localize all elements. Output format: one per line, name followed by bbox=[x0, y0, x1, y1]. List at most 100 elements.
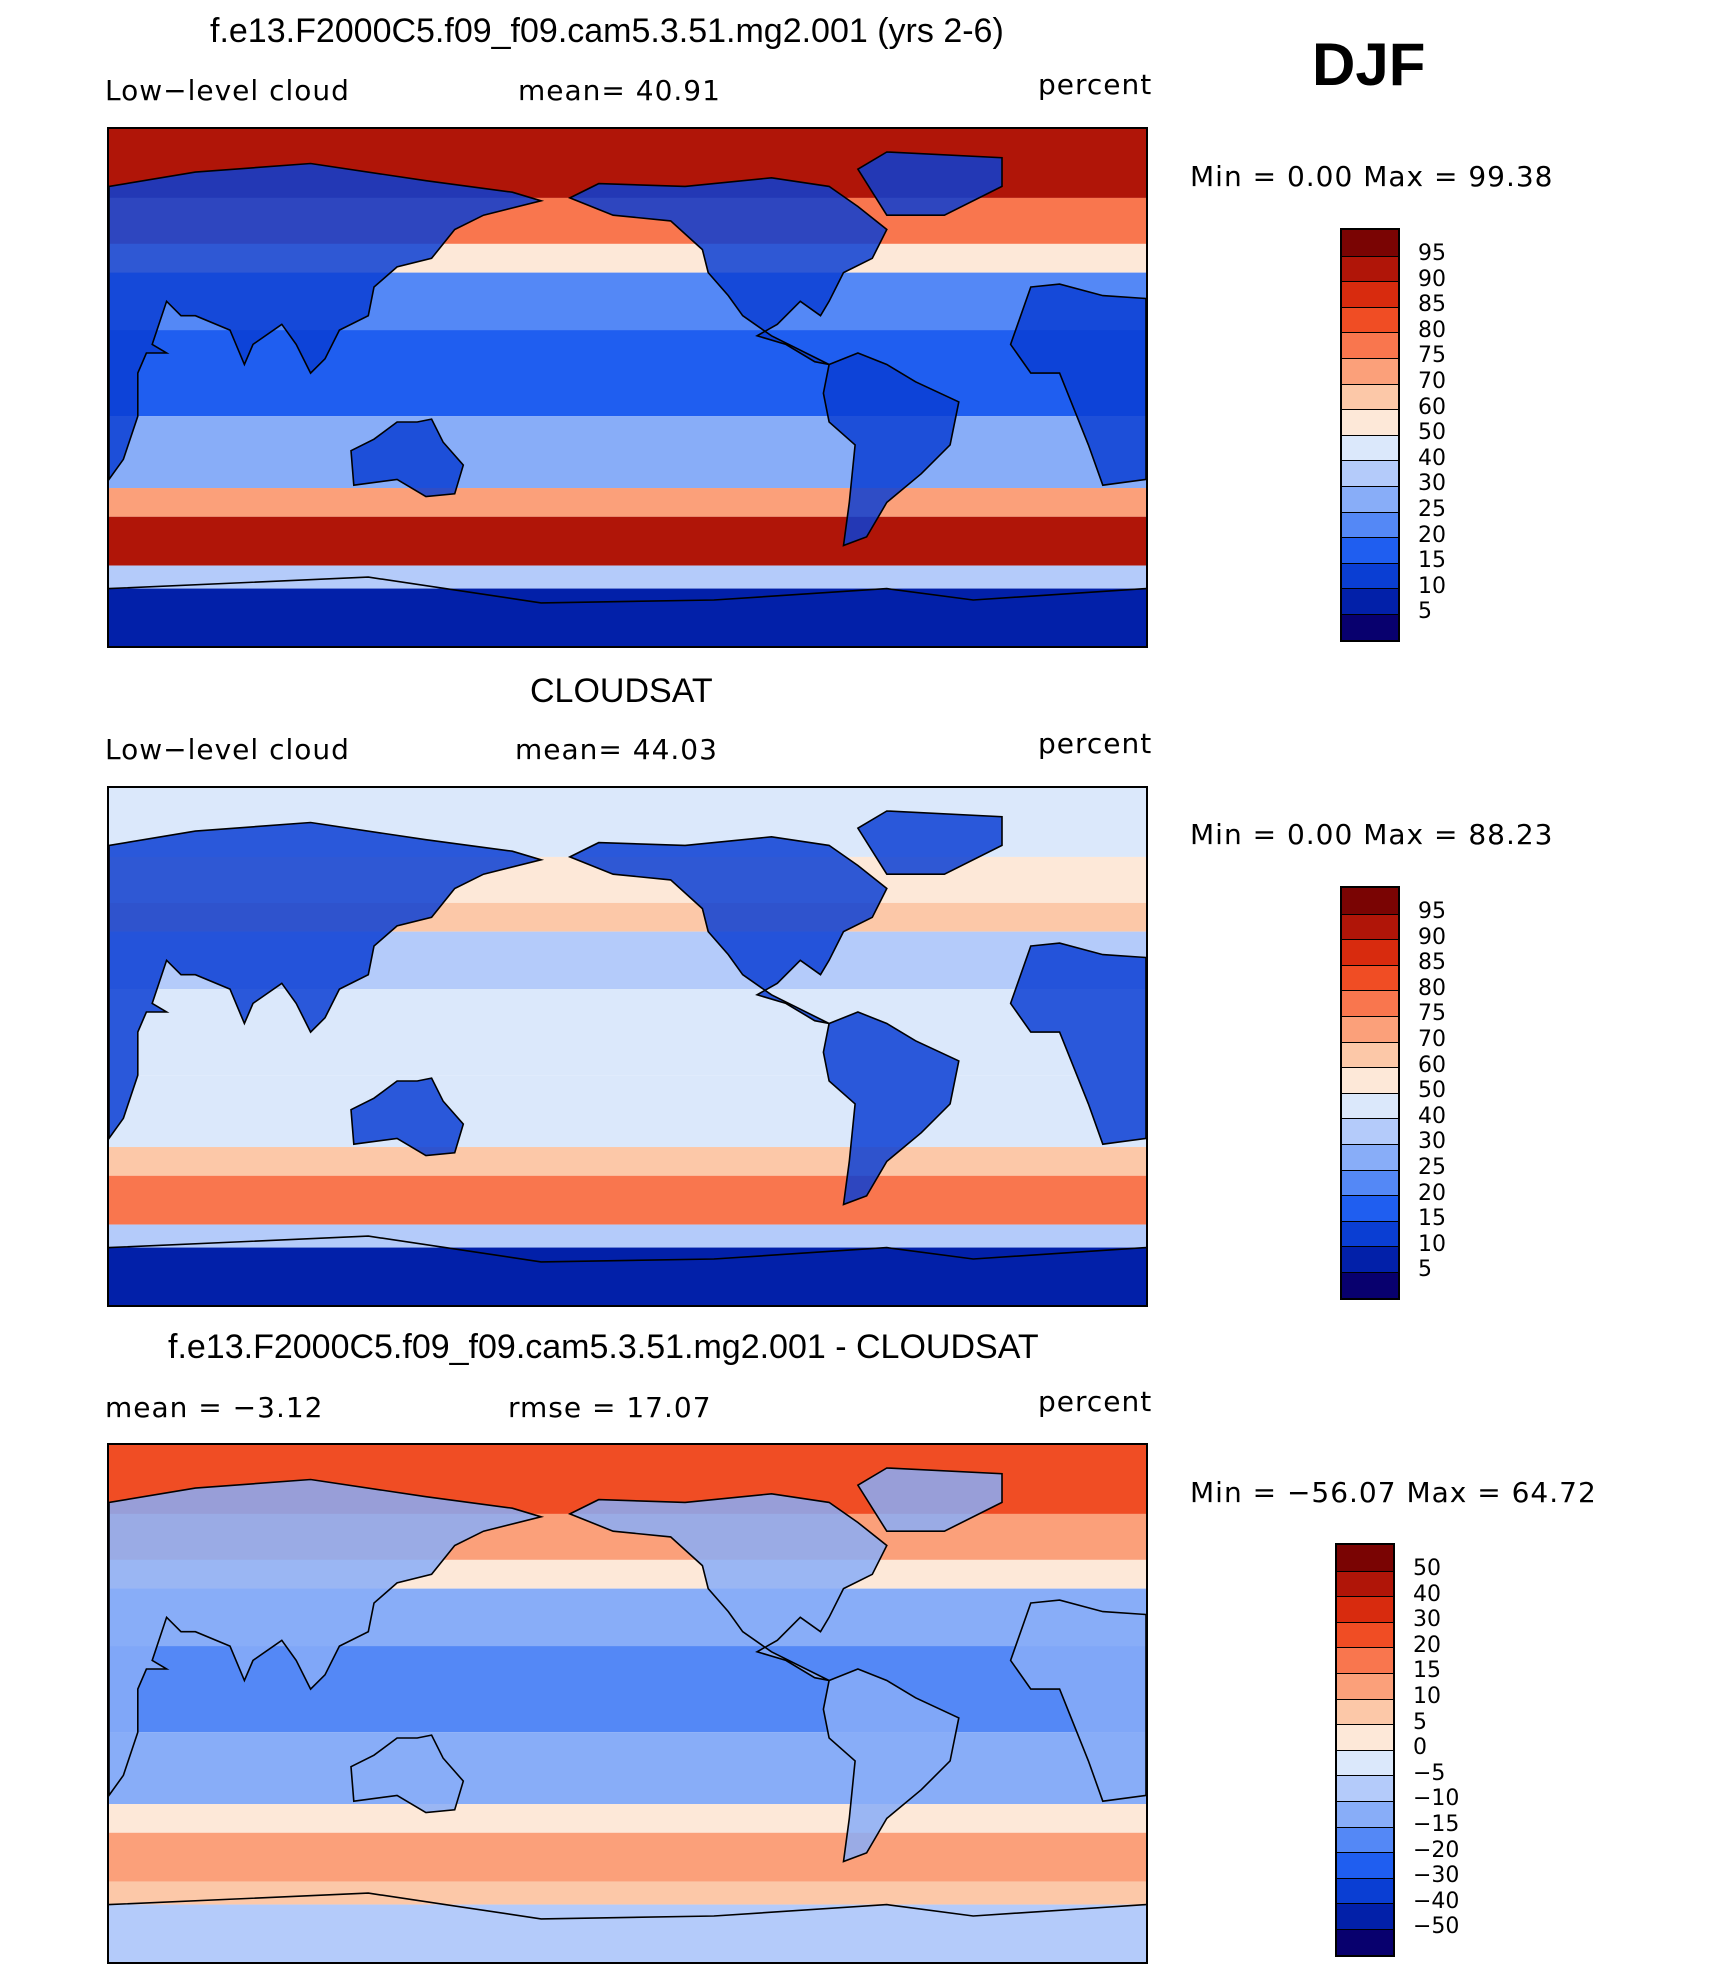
colorbar-tick-label: −10 bbox=[1413, 1786, 1460, 1812]
band-8 bbox=[109, 565, 1146, 589]
coastline-0 bbox=[109, 1478, 545, 1797]
coastline-4 bbox=[822, 1011, 960, 1206]
coastline-5 bbox=[109, 576, 1146, 604]
colorbar-tick-label: −15 bbox=[1413, 1811, 1460, 1837]
colorbar-tick-label: 50 bbox=[1413, 1556, 1441, 1581]
colorbar-obs bbox=[1340, 886, 1400, 1300]
coastline-1 bbox=[350, 1734, 465, 1814]
coastline-6 bbox=[1009, 942, 1146, 1146]
panel-mean-diff: mean = −3.12 bbox=[105, 1391, 324, 1424]
colorbar-cell bbox=[1342, 588, 1398, 614]
colorbar-cell bbox=[1337, 1596, 1393, 1622]
map-model bbox=[107, 127, 1148, 648]
colorbar-tick-label: 10 bbox=[1418, 573, 1446, 599]
colorbar-cell bbox=[1342, 460, 1398, 486]
colorbar-cell bbox=[1337, 1621, 1393, 1648]
colorbar-tick-label: 70 bbox=[1418, 368, 1446, 394]
colorbar-cell bbox=[1342, 434, 1398, 461]
colorbar-cell bbox=[1337, 1570, 1393, 1597]
colorbar-tick-label: 5 bbox=[1418, 599, 1432, 625]
band-4 bbox=[109, 989, 1146, 1076]
panel-title-diff: f.e13.F2000C5.f09_f09.cam5.3.51.mg2.001 … bbox=[168, 1328, 1039, 1366]
colorbar-tick-label: 25 bbox=[1418, 496, 1446, 522]
colorbar-cell bbox=[1337, 1749, 1393, 1776]
panel-left-label-model: Low−level cloud bbox=[105, 74, 350, 107]
colorbar-tick-label: 80 bbox=[1418, 975, 1446, 1001]
band-5 bbox=[109, 1732, 1146, 1805]
coastline-6 bbox=[1009, 283, 1146, 487]
colorbar-tick-label: 15 bbox=[1413, 1658, 1441, 1684]
panel-title-obs: CLOUDSAT bbox=[530, 672, 713, 710]
colorbar-cell bbox=[1342, 1271, 1398, 1298]
colorbar-cell bbox=[1342, 332, 1398, 358]
colorbar-cell bbox=[1342, 537, 1398, 563]
colorbar-tick-label: 50 bbox=[1418, 420, 1446, 446]
colorbar-cell bbox=[1342, 1246, 1398, 1272]
coastline-2 bbox=[567, 835, 888, 1025]
colorbar-tick-label: 20 bbox=[1418, 522, 1446, 548]
panel-units-model: percent bbox=[1038, 68, 1153, 101]
colorbar-cell bbox=[1342, 939, 1398, 965]
colorbar-tick-label: 30 bbox=[1413, 1607, 1441, 1633]
map-obs bbox=[107, 786, 1148, 1307]
coastline-2 bbox=[567, 176, 888, 366]
colorbar-cell bbox=[1342, 281, 1398, 307]
colorbar-cell bbox=[1337, 1826, 1393, 1853]
colorbar-tick-label: 80 bbox=[1418, 317, 1446, 343]
colorbar-cell bbox=[1342, 562, 1398, 589]
band-9 bbox=[109, 1247, 1146, 1305]
coastline-3 bbox=[856, 1467, 1003, 1532]
colorbar-cell bbox=[1342, 990, 1398, 1016]
colorbar-model bbox=[1340, 228, 1400, 642]
colorbar-cell bbox=[1342, 1118, 1398, 1144]
coastline-3 bbox=[856, 151, 1003, 216]
map-diff bbox=[107, 1443, 1148, 1964]
coastline-3 bbox=[856, 810, 1003, 875]
coastline-4 bbox=[822, 352, 960, 547]
colorbar-tick-label: 90 bbox=[1418, 924, 1446, 950]
colorbar-tick-label: 15 bbox=[1418, 548, 1446, 574]
coastline-5 bbox=[109, 1892, 1146, 1920]
colorbar-cell bbox=[1337, 1672, 1393, 1699]
colorbar-tick-label: 75 bbox=[1418, 343, 1446, 369]
colorbar-tick-label: 95 bbox=[1418, 241, 1446, 266]
coastline-0 bbox=[109, 162, 545, 481]
colorbar-tick-label: −30 bbox=[1413, 1863, 1460, 1889]
colorbar-tick-label: −40 bbox=[1413, 1888, 1460, 1914]
colorbar-cell bbox=[1342, 383, 1398, 410]
colorbar-cell bbox=[1342, 1041, 1398, 1068]
colorbar-cell bbox=[1337, 1903, 1393, 1929]
colorbar-tick-label: 40 bbox=[1418, 1103, 1446, 1129]
colorbar-labels-obs: 95 90 85 80 75 70 60 50 40 30 25 20 15 10 5 bbox=[1418, 899, 1446, 1283]
band-5 bbox=[109, 416, 1146, 489]
colorbar-diff bbox=[1335, 1543, 1395, 1957]
colorbar-tick-label: 5 bbox=[1413, 1709, 1427, 1735]
colorbar-cell bbox=[1342, 485, 1398, 512]
band-9 bbox=[109, 588, 1146, 646]
coastline-2 bbox=[567, 1492, 888, 1682]
band-6 bbox=[109, 488, 1146, 517]
colorbar-tick-label: 10 bbox=[1413, 1683, 1441, 1709]
colorbar-tick-label: −20 bbox=[1413, 1837, 1460, 1863]
band-7 bbox=[109, 1175, 1146, 1225]
colorbar-cell bbox=[1337, 1545, 1393, 1571]
panel-mean-obs: mean= 44.03 bbox=[515, 733, 718, 766]
colorbar-tick-label: 85 bbox=[1418, 950, 1446, 976]
colorbar-tick-label: 70 bbox=[1418, 1026, 1446, 1052]
coastline-5 bbox=[109, 1235, 1146, 1263]
colorbar-cell bbox=[1337, 1928, 1393, 1955]
colorbar-cell bbox=[1337, 1800, 1393, 1827]
coastline-1 bbox=[350, 1077, 465, 1157]
colorbar-tick-label: 10 bbox=[1418, 1231, 1446, 1257]
colorbar-tick-label: −5 bbox=[1413, 1760, 1446, 1786]
colorbar-cell bbox=[1337, 1877, 1393, 1904]
colorbar-cell bbox=[1342, 1067, 1398, 1093]
colorbar-cell bbox=[1342, 1015, 1398, 1042]
band-4 bbox=[109, 1646, 1146, 1733]
colorbar-cell bbox=[1337, 1775, 1393, 1801]
colorbar-labels-diff: 50 40 30 20 15 10 5 0 −5 −10 −15 −20 −30 −40 −50 bbox=[1413, 1556, 1459, 1940]
colorbar-cell bbox=[1342, 306, 1398, 333]
colorbar-tick-label: 90 bbox=[1418, 266, 1446, 292]
coastline-4 bbox=[822, 1668, 960, 1863]
band-8 bbox=[109, 1224, 1146, 1248]
